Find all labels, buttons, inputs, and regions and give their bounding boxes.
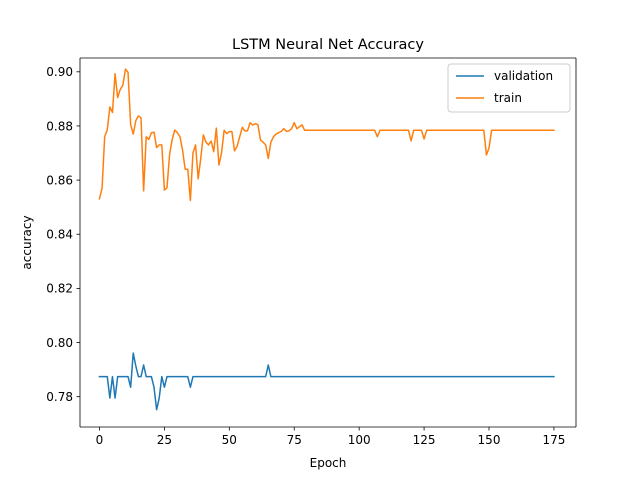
- x-tick-label: 175: [542, 433, 565, 447]
- series-line-train: [98, 68, 555, 202]
- plot-frame: [79, 57, 577, 428]
- plot-area: [80, 58, 576, 427]
- legend: validation train: [447, 63, 571, 113]
- y-tick-label: 0.90: [46, 65, 73, 79]
- y-tick-label: 0.86: [46, 173, 73, 187]
- x-tick-label: 25: [157, 433, 172, 447]
- x-tick-label: 100: [348, 433, 371, 447]
- chart-title: LSTM Neural Net Accuracy: [232, 37, 424, 53]
- x-tick-label: 50: [222, 433, 237, 447]
- series-line-validation: [98, 352, 555, 411]
- y-tick-label: 0.82: [46, 282, 73, 296]
- x-tick-label: 125: [413, 433, 436, 447]
- legend-label-validation: validation: [494, 69, 553, 83]
- y-axis-label: accuracy: [20, 215, 34, 269]
- y-tick-label: 0.84: [46, 228, 73, 242]
- x-tick-label: 75: [287, 433, 302, 447]
- x-tick-label: 150: [478, 433, 501, 447]
- x-axis-label: Epoch: [310, 456, 347, 470]
- y-tick-label: 0.78: [46, 390, 73, 404]
- y-tick-label: 0.80: [46, 336, 73, 350]
- legend-label-train: train: [494, 91, 522, 105]
- y-axis-ticks: 0.78 0.80 0.82 0.84 0.86 0.88 0.90: [46, 65, 80, 404]
- series-layer: [98, 68, 555, 411]
- y-tick-label: 0.88: [46, 119, 73, 133]
- x-axis-ticks: 0 25 50 75 100 125 150 175: [96, 427, 565, 447]
- x-tick-label: 0: [96, 433, 104, 447]
